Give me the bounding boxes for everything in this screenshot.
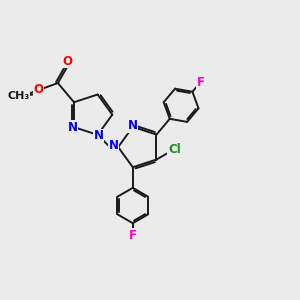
Text: F: F	[196, 76, 204, 89]
Text: O: O	[62, 55, 72, 68]
Text: N: N	[68, 121, 77, 134]
Text: N: N	[109, 139, 119, 152]
Text: Cl: Cl	[168, 143, 181, 156]
Text: O: O	[33, 83, 43, 96]
Text: N: N	[128, 119, 138, 132]
Text: F: F	[129, 229, 137, 242]
Text: CH₃: CH₃	[7, 91, 29, 101]
Text: N: N	[94, 129, 103, 142]
